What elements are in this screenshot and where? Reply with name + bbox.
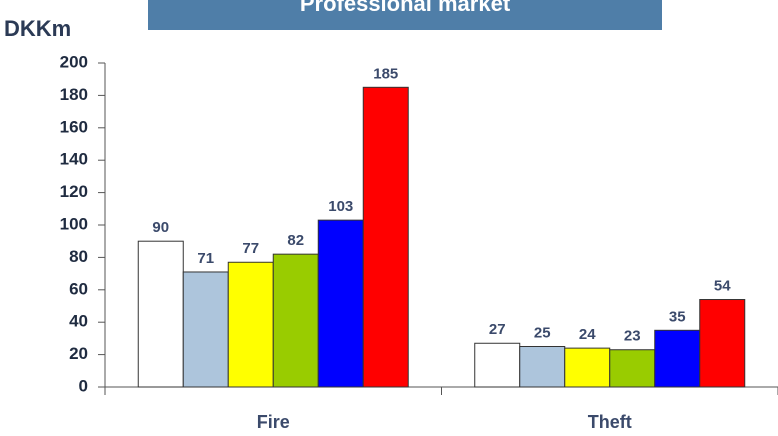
bar — [317, 219, 364, 388]
y-tick-label: 20 — [69, 344, 88, 363]
x-tick-label: Theft — [588, 412, 632, 432]
y-axis-label: DKKm — [4, 16, 71, 41]
chart-title: Professional market — [300, 0, 511, 16]
bar — [362, 86, 409, 388]
data-label: 71 — [197, 250, 214, 267]
data-label: 23 — [624, 328, 641, 345]
data-label: 185 — [373, 65, 398, 82]
bar — [564, 347, 611, 388]
data-label: 77 — [242, 240, 259, 257]
data-label: 35 — [669, 308, 686, 325]
bar — [474, 342, 521, 388]
y-tick-label: 120 — [60, 182, 88, 201]
y-tick-label: 160 — [60, 117, 88, 136]
bar — [654, 329, 701, 388]
bar — [519, 346, 566, 388]
data-label: 82 — [287, 232, 304, 249]
y-tick-label: 140 — [60, 150, 88, 169]
data-label: 54 — [714, 277, 731, 294]
bar — [609, 349, 656, 388]
x-tick-label: Fire — [257, 412, 290, 432]
y-tick-label: 200 — [60, 52, 88, 71]
bar — [182, 271, 229, 388]
y-tick-label: 60 — [69, 279, 88, 298]
title-box — [148, 0, 662, 30]
data-label: 25 — [534, 324, 551, 341]
y-tick-label: 0 — [79, 376, 88, 395]
data-label: 27 — [489, 321, 506, 338]
data-label: 90 — [152, 219, 169, 236]
data-label: 24 — [579, 326, 596, 343]
y-tick-label: 80 — [69, 247, 88, 266]
data-label: 103 — [328, 198, 353, 215]
bar — [699, 299, 746, 388]
y-tick-label: 100 — [60, 214, 88, 233]
y-tick-label: 40 — [69, 312, 88, 331]
bar — [137, 240, 184, 388]
bar — [227, 261, 274, 388]
bar — [272, 253, 319, 388]
y-tick-label: 180 — [60, 85, 88, 104]
